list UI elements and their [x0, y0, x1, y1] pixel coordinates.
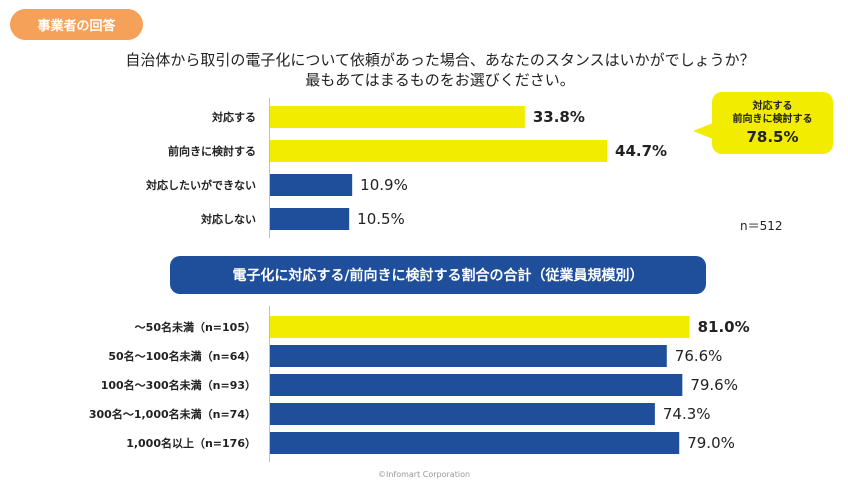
- chart-1-value-label-2: 44.7%: [615, 142, 667, 160]
- copyright-footer: ©Infomart Corporation: [377, 470, 471, 479]
- chart-2-bar-1: [270, 316, 690, 338]
- chart-2-value-label-1: 81.0%: [698, 318, 750, 336]
- chart-1-category-label-3: 対応したいができない: [145, 178, 256, 192]
- callout-line-1: 対応する: [752, 100, 793, 112]
- chart-2-bar-2: [270, 345, 667, 367]
- chart-1-category-label-2: 前向きに検討する: [168, 144, 256, 158]
- chart-1-category-label-1: 対応する: [211, 110, 256, 124]
- chart-2-category-label-1: ～50名未満（n=105）: [135, 320, 256, 334]
- callout-pointer: [693, 123, 713, 139]
- chart-1-bar-1: [270, 106, 525, 128]
- question-line-2: 最もあてはまるものをお選びください。: [305, 71, 575, 89]
- chart-1-bar-4: [270, 208, 350, 230]
- total-callout: 対応する 前向きに検討する 78.5%: [712, 92, 833, 154]
- section-title-band: 電子化に対応する/前向きに検討する割合の合計（従業員規模別）: [170, 256, 706, 294]
- chart-1-value-label-1: 33.8%: [533, 108, 585, 126]
- callout-value: 78.5%: [746, 127, 799, 146]
- chart-2-bar-5: [270, 432, 680, 454]
- chart-2-category-label-3: 100名～300名未満（n=93）: [101, 378, 256, 392]
- chart-2-category-label-5: 1,000名以上（n=176）: [126, 436, 256, 450]
- sample-size-note: n＝512: [740, 219, 783, 233]
- chart-2-bar-4: [270, 403, 655, 425]
- question-title: 自治体から取引の電子化について依頼があった場合、あなたのスタンスはいかがでしょう…: [40, 50, 840, 90]
- respondent-badge: 事業者の回答: [10, 9, 143, 40]
- chart-1-value-label-4: 10.5%: [357, 210, 405, 228]
- chart-2-value-label-4: 74.3%: [663, 405, 711, 423]
- chart-2-value-label-5: 79.0%: [687, 434, 735, 452]
- chart-2-bar-3: [270, 374, 683, 396]
- chart-2-category-label-4: 300名～1,000名未満（n=74）: [89, 407, 256, 421]
- callout-line-2: 前向きに検討する: [732, 113, 813, 125]
- chart-2-category-label-2: 50名～100名未満（n=64）: [108, 349, 256, 363]
- chart-1-value-label-3: 10.9%: [360, 176, 408, 194]
- chart-1-category-label-4: 対応しない: [200, 212, 256, 226]
- chart-2-value-label-3: 79.6%: [690, 376, 738, 394]
- chart-2-value-label-2: 76.6%: [675, 347, 723, 365]
- chart-1-bar-2: [270, 140, 608, 162]
- question-line-1: 自治体から取引の電子化について依頼があった場合、あなたのスタンスはいかがでしょう…: [125, 51, 755, 69]
- chart-1-bar-3: [270, 174, 353, 196]
